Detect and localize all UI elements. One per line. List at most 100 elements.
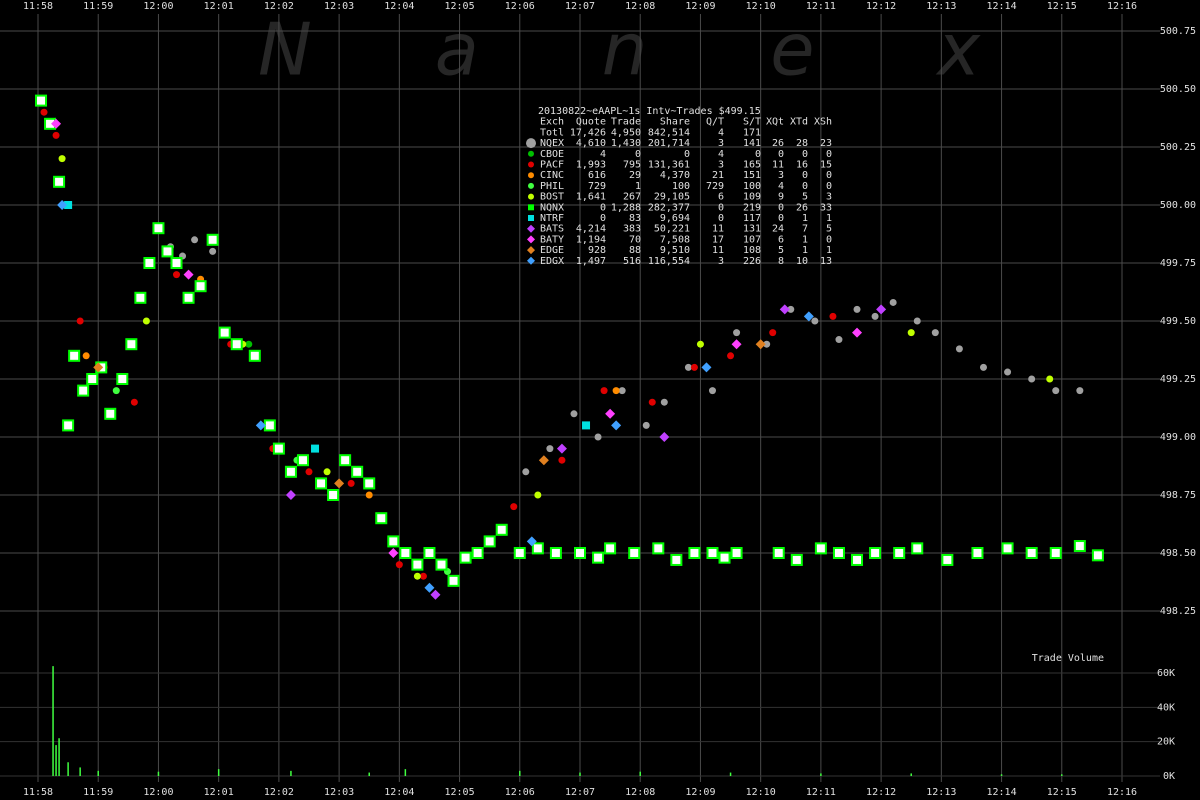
quote-marker — [979, 363, 987, 371]
x-tick-label-top: 12:06 — [505, 1, 535, 12]
quote-marker — [733, 329, 741, 337]
quote-marker — [76, 317, 84, 325]
quote-marker — [642, 421, 650, 429]
trade-marker — [315, 477, 328, 490]
trade-marker — [194, 280, 207, 293]
trade-marker — [182, 291, 195, 304]
legend-marker — [527, 256, 535, 265]
quote-marker — [803, 311, 814, 322]
trade-marker — [311, 444, 320, 453]
y-tick-label: 500.50 — [1160, 84, 1196, 95]
trade-marker — [53, 175, 66, 188]
trade-marker — [263, 419, 276, 432]
table-cell: 0 — [718, 213, 724, 224]
x-tick-label-bottom: 12:04 — [384, 787, 414, 798]
trade-marker — [68, 349, 81, 362]
trade-marker — [592, 551, 605, 564]
table-cell: 17 — [712, 234, 724, 245]
y-tick-label: 500.75 — [1160, 26, 1196, 37]
quote-marker — [395, 561, 403, 569]
table-cell: 0 — [802, 149, 808, 160]
trade-marker — [248, 349, 261, 362]
quote-marker — [255, 420, 266, 431]
table-cell: 11 — [712, 245, 724, 256]
table-cell: 3 — [718, 160, 724, 171]
quote-marker — [731, 339, 742, 350]
x-tick-label-bottom: 12:07 — [565, 787, 595, 798]
x-tick-label-top: 11:58 — [23, 1, 53, 12]
quote-marker — [365, 491, 373, 499]
trade-marker — [363, 477, 376, 490]
table-cell: 11 — [772, 160, 784, 171]
quote-marker — [52, 131, 60, 139]
quote-marker — [708, 387, 716, 395]
trade-marker — [604, 542, 617, 555]
x-tick-label-top: 12:01 — [204, 1, 234, 12]
table-cell: 6 — [718, 192, 724, 203]
trade-marker — [971, 547, 984, 559]
quote-marker — [209, 247, 217, 255]
trade-marker — [549, 547, 562, 559]
trade-marker — [339, 454, 352, 467]
x-tick-label-bottom: 12:09 — [685, 787, 715, 798]
table-cell: 9,510 — [660, 245, 690, 256]
trade-marker — [688, 547, 701, 559]
table-header: XTd — [790, 117, 808, 128]
x-tick-label-top: 12:00 — [143, 1, 173, 12]
trade-marker — [423, 547, 436, 559]
table-header: Quote — [576, 117, 606, 128]
trade-marker — [35, 94, 48, 107]
quote-marker — [191, 236, 199, 244]
quote-marker — [763, 340, 771, 348]
table-cell: 9 — [778, 192, 784, 203]
table-cell: 842,514 — [648, 127, 690, 138]
quote-marker — [913, 317, 921, 325]
trade-marker — [513, 547, 526, 559]
legend-marker — [527, 224, 535, 233]
table-header: XQt — [766, 117, 784, 128]
quote-marker — [112, 387, 120, 395]
trade-marker — [230, 338, 243, 351]
table-cell: 0 — [826, 181, 832, 192]
table-cell: 33 — [820, 202, 832, 213]
legend-marker — [527, 235, 535, 244]
trade-marker — [351, 465, 364, 478]
trade-marker — [375, 512, 388, 525]
x-tick-label-bottom: 12:14 — [987, 787, 1017, 798]
x-tick-label-bottom: 12:13 — [926, 787, 956, 798]
trade-marker — [790, 553, 803, 566]
table-cell: 29,105 — [654, 192, 690, 203]
x-tick-label-bottom: 12:03 — [324, 787, 354, 798]
table-cell: 282,377 — [648, 202, 690, 213]
quote-marker — [1076, 387, 1084, 395]
quote-marker — [684, 363, 692, 371]
x-tick-label-top: 12:05 — [445, 1, 475, 12]
trade-marker — [206, 233, 219, 246]
table-cell: 7 — [802, 224, 808, 235]
quote-marker — [526, 536, 537, 547]
y-tick-label: 498.75 — [1160, 490, 1196, 501]
x-tick-label-bottom: 12:06 — [505, 787, 535, 798]
x-tick-label-top: 12:02 — [264, 1, 294, 12]
table-cell: 1,641 — [576, 192, 606, 203]
quote-marker — [690, 363, 698, 371]
table-cell: 4 — [778, 181, 784, 192]
x-tick-label-bottom: 12:12 — [866, 787, 896, 798]
trade-marker — [471, 547, 484, 559]
legend-marker — [528, 215, 534, 221]
table-cell: 6 — [778, 234, 784, 245]
table-cell: 0 — [684, 149, 690, 160]
x-tick-label-top: 12:11 — [806, 1, 836, 12]
y-tick-label: 499.75 — [1160, 258, 1196, 269]
volume-tick-label: 20K — [1157, 737, 1175, 748]
quote-marker — [727, 352, 735, 360]
trade-marker — [284, 465, 297, 478]
y-tick-label: 499.50 — [1160, 316, 1196, 327]
x-tick-label-bottom: 12:16 — [1107, 787, 1137, 798]
quote-marker — [51, 118, 62, 129]
quote-marker — [323, 468, 331, 476]
y-tick-label: 498.25 — [1160, 606, 1196, 617]
table-cell: 16 — [796, 160, 808, 171]
trade-marker — [272, 442, 285, 455]
quote-marker — [787, 305, 795, 313]
